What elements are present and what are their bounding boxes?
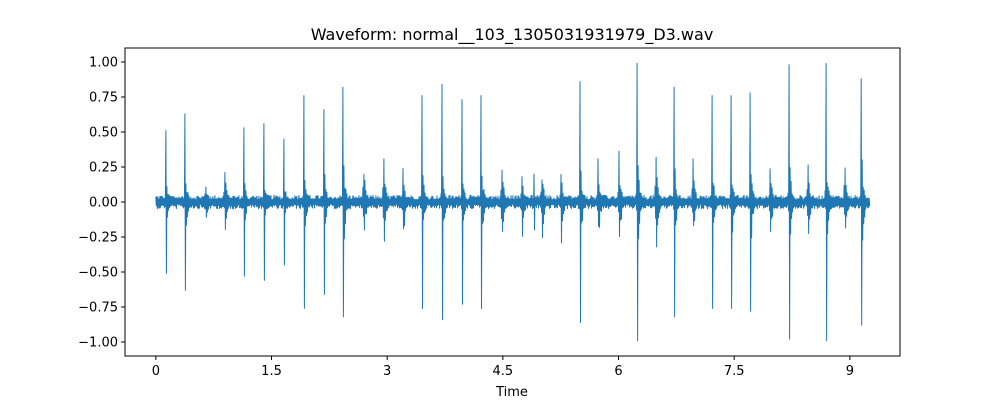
y-axis: 1.00 0.75 0.50 0.25 0.00 −0.25 −0.50 −0.75 −1.00 [78,56,125,351]
x-tick-label: 3 [383,364,391,379]
y-tick-label: 0.50 [89,126,118,141]
x-tick-label: 7.5 [724,364,745,379]
y-tick-label: 1.00 [89,56,118,71]
y-tick-label: 0.75 [89,91,118,106]
x-tick-label: 1.5 [261,364,282,379]
y-tick-label: 0.25 [89,161,118,176]
y-tick-label: −0.25 [78,231,118,246]
x-tick-label: 9 [846,364,854,379]
x-tick-label: 0 [152,364,160,379]
chart-title: Waveform: normal__103_1305031931979_D3.w… [311,25,714,45]
y-tick-label: −1.00 [78,336,118,351]
waveform-series-line [155,62,871,342]
y-tick-label: −0.75 [78,301,118,316]
y-tick-label: −0.50 [78,266,118,281]
x-tick-label: 4.5 [493,364,514,379]
x-axis-label: Time [495,385,528,400]
plot-area [155,62,871,342]
y-tick-label: 0.00 [89,196,118,211]
x-tick-label: 6 [614,364,622,379]
x-axis: 0 1.5 3 4.5 6 7.5 9 [152,356,854,379]
